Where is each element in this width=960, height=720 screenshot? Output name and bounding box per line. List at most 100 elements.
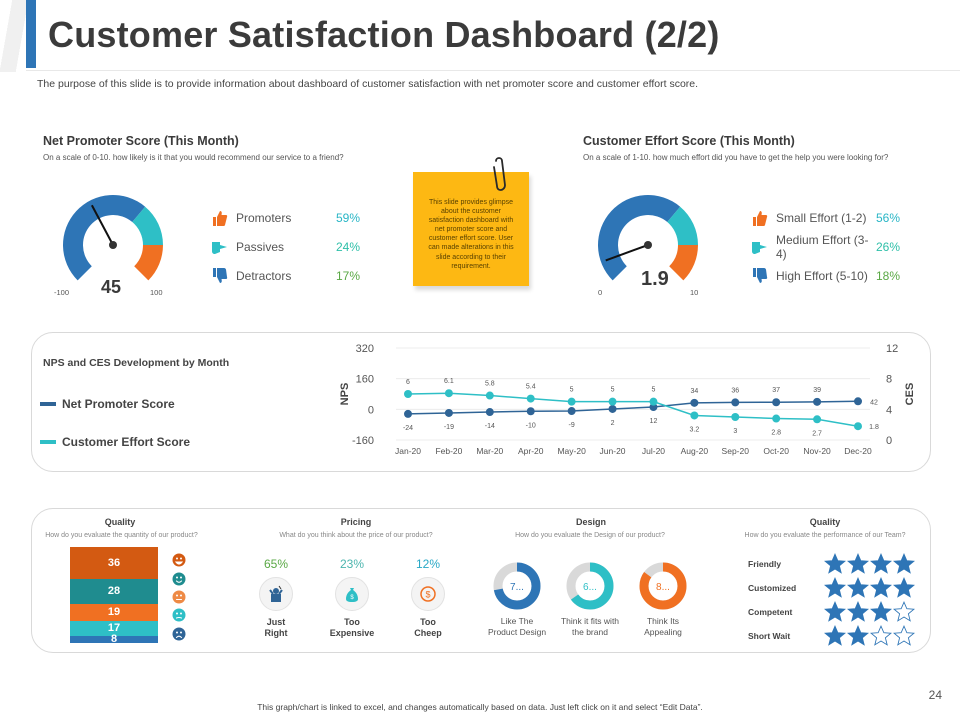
data-point-nps[interactable] (854, 397, 862, 406)
data-point-ces[interactable] (567, 397, 576, 406)
team-rating-label: Competent (748, 606, 793, 617)
data-point-ces[interactable] (485, 391, 494, 400)
dollar-coin-icon: $ (411, 577, 445, 611)
donut-value: 7... (510, 582, 524, 593)
legend-item-nps[interactable]: Net Promoter Score (40, 397, 175, 411)
x-tick-label: Jan-20 (395, 446, 421, 456)
pricing-label: Too Cheep (414, 617, 442, 638)
ces-gauge-segment-promoter (669, 245, 698, 281)
star-filled-icon (893, 577, 915, 598)
x-tick-label: Jul-20 (642, 446, 665, 456)
data-label-ces: 1.8 (869, 424, 879, 431)
nps-ces-line-chart[interactable]: 320 160 0 -160 12 8 4 0 NPS CES Jan-20 Feb-20 Mar-20… (330, 335, 930, 465)
data-point-nps[interactable] (690, 398, 699, 407)
data-point-nps[interactable] (404, 409, 412, 418)
donut-fill (639, 562, 687, 610)
nps-legend-label: Detractors (236, 268, 292, 283)
design-title: Design (575, 517, 606, 527)
ces-gauge-segment-detractor (598, 195, 681, 281)
ces-legend-label: High Effort (5-10) (776, 268, 868, 283)
nps-gauge-value: 45 (101, 277, 122, 297)
team-rating-row: Customized (748, 577, 916, 598)
data-label-ces: 3 (733, 428, 737, 435)
thumbs-down-icon (208, 265, 230, 287)
data-point-ces[interactable] (649, 397, 658, 406)
star-filled-icon (870, 601, 892, 622)
quality-segment: 8 (70, 633, 158, 645)
y2-tick-label: 8 (886, 374, 892, 386)
star-filled-icon (870, 553, 892, 574)
data-point-nps[interactable] (526, 407, 535, 416)
data-point-ces[interactable] (526, 394, 535, 403)
data-point-nps[interactable] (772, 398, 781, 407)
nps-question: On a scale of 0-10. how likely is it tha… (43, 153, 344, 162)
pricing-pct: 65% (263, 557, 289, 571)
sad-face-icon (172, 625, 190, 643)
design-label: Think it fits with the brand (560, 616, 620, 637)
data-point-ces[interactable] (772, 414, 781, 423)
nps-legend-pct: 17% (336, 268, 361, 283)
quality-question: How do you evaluate the quantity of our … (45, 532, 198, 539)
y-tick-label: 320 (356, 343, 374, 355)
legend-label-nps: Net Promoter Score (62, 397, 175, 411)
pricing-label: Too Expensive (329, 617, 375, 638)
thumbs-up-icon (748, 207, 770, 229)
data-label-nps: 37 (772, 387, 780, 394)
x-tick-label: Dec-20 (844, 446, 872, 456)
data-label-ces: 5 (570, 387, 574, 394)
star-empty-icon (893, 601, 915, 622)
data-label-ces: 5.8 (485, 381, 495, 388)
data-label-nps: -9 (569, 422, 575, 429)
pricing-option: 12% $ Too Cheep (398, 557, 458, 639)
pricing-pct: 12% (415, 557, 441, 571)
y-tick-label: 160 (356, 374, 374, 386)
thumbs-up-person-icon (259, 577, 293, 611)
data-point-ces[interactable] (854, 422, 862, 431)
legend-label-ces: Customer Effort Score (62, 435, 191, 449)
data-point-ces[interactable] (813, 415, 822, 424)
star-filled-icon (824, 601, 846, 622)
sticky-note: This slide provides glimpse about the cu… (413, 172, 529, 286)
ces-legend-item: High Effort (5-10) 18% (748, 261, 900, 290)
data-point-nps[interactable] (813, 397, 822, 406)
money-bag-icon: $ (335, 577, 369, 611)
donut-value: 6... (583, 582, 597, 593)
donut-value: 8... (656, 582, 670, 593)
legend-item-ces[interactable]: Customer Effort Score (40, 435, 190, 449)
ces-gauge-pivot (644, 241, 652, 249)
donut-fill (493, 562, 541, 610)
nps-gauge-pivot (109, 241, 117, 249)
data-point-ces[interactable] (444, 389, 453, 398)
data-point-ces[interactable] (731, 413, 740, 421)
nps-legend-item: Detractors 17% (208, 261, 360, 290)
series-line-nps (407, 400, 859, 415)
data-point-ces[interactable] (690, 411, 699, 420)
y2-tick-label: 0 (886, 435, 892, 447)
nps-gauge-segment-passive (132, 206, 163, 245)
nps-gauge (63, 195, 163, 281)
y-axis-title: NPS (339, 383, 351, 406)
data-point-nps[interactable] (567, 407, 576, 416)
team-rating-label: Friendly (748, 558, 782, 569)
laughing-face-icon (172, 551, 190, 569)
data-point-ces[interactable] (404, 390, 412, 398)
legend-swatch-nps (40, 402, 56, 406)
data-point-nps[interactable] (731, 398, 740, 407)
design-donut: 7... (492, 561, 542, 611)
data-label-nps: -19 (444, 424, 454, 431)
pricing-question: What do you think about the price of our… (279, 532, 433, 539)
slightly-sad-face-icon (172, 606, 190, 624)
team-rating-row: Short Wait (748, 625, 916, 646)
quality-title: Quality (104, 517, 136, 527)
data-point-nps[interactable] (444, 408, 453, 417)
data-point-nps[interactable] (608, 404, 617, 413)
ces-gauge-segment-passive (667, 206, 698, 245)
star-filled-icon (893, 553, 915, 574)
svg-text:$: $ (350, 595, 354, 601)
pricing-pct: 23% (339, 557, 365, 571)
data-point-ces[interactable] (608, 397, 617, 406)
team-question: How do you evaluate the performance of o… (744, 532, 906, 539)
data-point-nps[interactable] (485, 408, 494, 417)
ces-question: On a scale of 1-10. how much effort did … (583, 153, 889, 162)
ces-gauge-max: 10 (690, 288, 699, 297)
